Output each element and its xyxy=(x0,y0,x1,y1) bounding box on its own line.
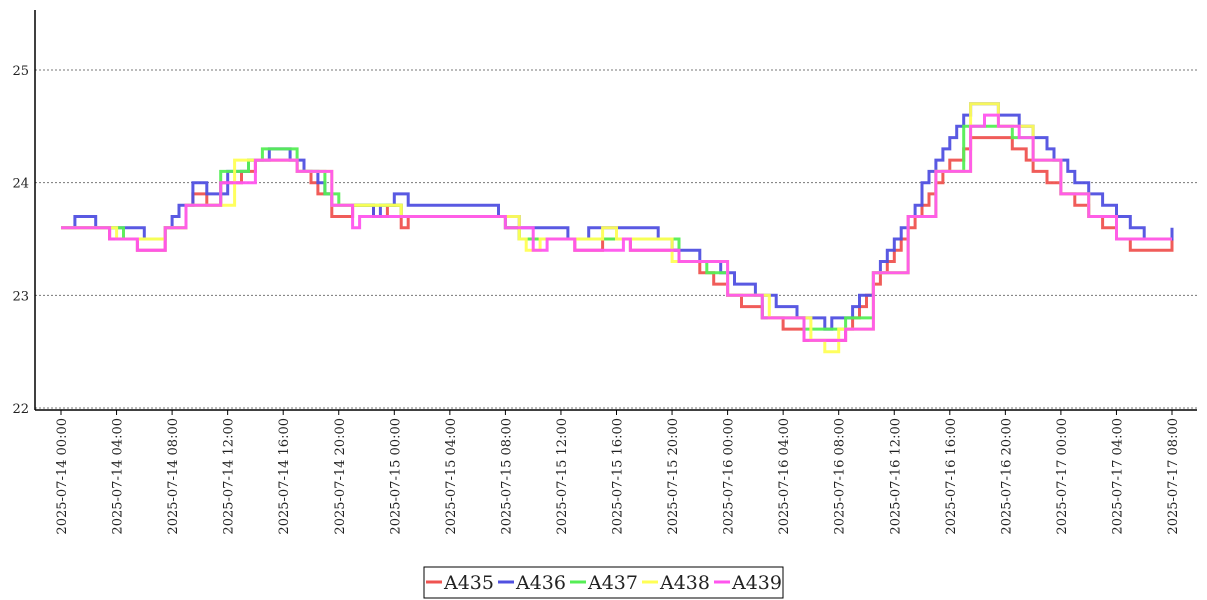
x-tick-label: 2025-07-14 08:00 xyxy=(166,418,181,535)
y-tick-label: 24 xyxy=(12,177,29,192)
x-tick-label: 2025-07-17 08:00 xyxy=(1166,418,1181,535)
legend-label-a438: A438 xyxy=(659,572,710,594)
x-tick-label: 2025-07-14 16:00 xyxy=(277,418,292,535)
x-tick-label: 2025-07-16 20:00 xyxy=(999,418,1014,535)
x-tick-label: 2025-07-14 04:00 xyxy=(111,418,126,535)
y-tick-label: 25 xyxy=(12,64,29,79)
series-line-a438 xyxy=(61,102,1172,354)
x-tick-label: 2025-07-15 08:00 xyxy=(499,418,514,535)
x-tick-label: 2025-07-16 08:00 xyxy=(833,418,848,535)
x-tick-label: 2025-07-16 12:00 xyxy=(888,418,903,535)
y-tick-label: 23 xyxy=(12,289,29,304)
x-tick-label: 2025-07-17 00:00 xyxy=(1055,418,1070,535)
legend-label-a437: A437 xyxy=(587,572,638,594)
axes xyxy=(34,10,1197,415)
series-line-a439 xyxy=(61,113,1172,342)
x-tick-labels: 2025-07-14 00:00 2025-07-14 04:00 2025-07-… xyxy=(55,418,1181,535)
x-tick-label: 2025-07-15 16:00 xyxy=(611,418,626,535)
y-tick-label: 22 xyxy=(12,402,29,417)
legend: A435 A436 A437 A438 A439 xyxy=(423,566,784,599)
x-tick-label: 2025-07-15 20:00 xyxy=(666,418,681,535)
x-tick-label: 2025-07-17 04:00 xyxy=(1111,418,1126,535)
x-tick-label: 2025-07-16 04:00 xyxy=(777,418,792,535)
legend-label-a439: A439 xyxy=(731,572,782,594)
x-tick-label: 2025-07-14 20:00 xyxy=(333,418,348,535)
x-tick-label: 2025-07-15 04:00 xyxy=(444,418,459,535)
x-tick-label: 2025-07-14 00:00 xyxy=(55,418,70,535)
legend-label-a436: A436 xyxy=(515,572,566,594)
x-tick-label: 2025-07-14 12:00 xyxy=(222,418,237,535)
x-tick-label: 2025-07-16 00:00 xyxy=(722,418,737,535)
series-lines xyxy=(61,102,1174,354)
x-tick-label: 2025-07-16 16:00 xyxy=(944,418,959,535)
legend-label-a435: A435 xyxy=(443,572,494,594)
y-tick-labels: 22 23 24 25 xyxy=(12,64,29,417)
x-tick-label: 2025-07-15 00:00 xyxy=(388,418,403,535)
x-tick-label: 2025-07-15 12:00 xyxy=(555,418,570,535)
